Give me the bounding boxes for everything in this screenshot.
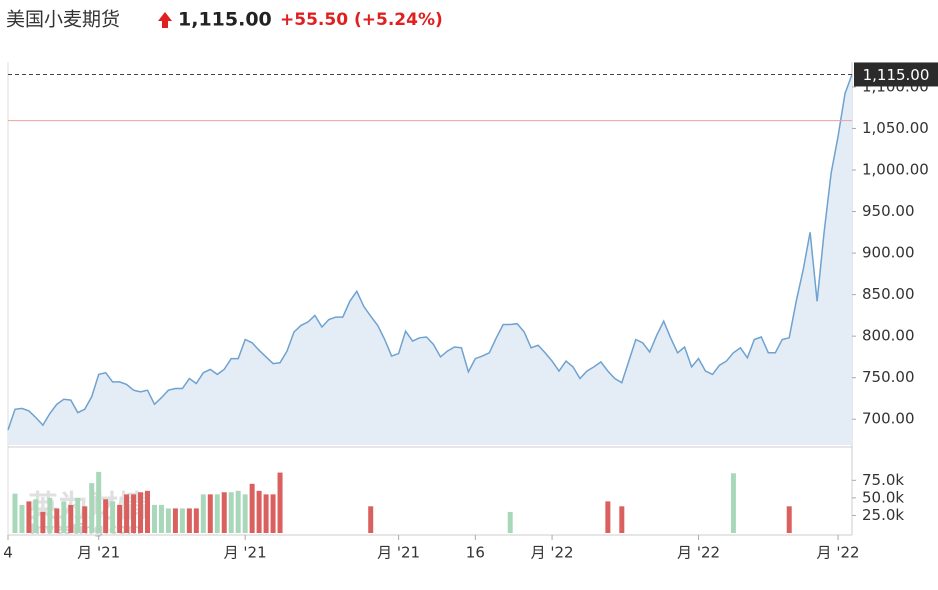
x-tick-label: 月 '21 <box>377 544 420 562</box>
volume-bar <box>605 501 611 533</box>
watermark: 英为财情 <box>28 490 148 525</box>
area <box>8 74 852 445</box>
price: 1,115.00 <box>178 9 272 31</box>
volume-bar <box>96 471 102 533</box>
volume-bar <box>138 492 144 533</box>
volume-bar <box>277 472 283 533</box>
x-tick-label: 16 <box>466 544 485 562</box>
volume-bar <box>235 490 241 533</box>
volume-bar <box>89 483 95 533</box>
volume-bar <box>179 508 185 533</box>
up-arrow <box>158 12 172 28</box>
x-tick-label: 4 <box>3 544 13 562</box>
x-tick-label: 月 '21 <box>224 544 267 562</box>
volume-bar <box>263 494 269 533</box>
volume-bar <box>117 504 123 533</box>
volume-bar <box>19 504 25 533</box>
volume-tick-label: 75.0k <box>862 471 904 489</box>
volume-bar <box>26 501 32 533</box>
x-tick-label: 月 '22 <box>677 544 720 562</box>
volume-bar <box>82 506 88 533</box>
volume-bar <box>619 506 625 533</box>
y-tick-label: 800.00 <box>862 327 915 345</box>
x-tick-label: 月 '22 <box>817 544 860 562</box>
volume-bar <box>158 504 164 533</box>
volume-bar <box>200 494 206 533</box>
y-tick-label: 1,050.00 <box>862 119 929 137</box>
last-price-badge <box>854 62 938 87</box>
volume-bar <box>68 504 74 533</box>
title: 美国小麦期货 <box>6 9 120 31</box>
volume-bar <box>730 473 736 533</box>
volume-bar <box>221 492 227 533</box>
volume-bar <box>75 497 81 533</box>
y-tick-label: 700.00 <box>862 410 915 428</box>
volume-bar <box>151 504 157 533</box>
y-tick-label: 750.00 <box>862 368 915 386</box>
y-tick-label: 900.00 <box>862 244 915 262</box>
volume-bar <box>256 490 262 533</box>
volume-bar <box>165 508 171 533</box>
volume-bar <box>242 494 248 533</box>
volume-bar <box>131 494 137 533</box>
volume-bar <box>249 483 255 533</box>
y-tick-label: 950.00 <box>862 202 915 220</box>
change-pct: (+5.24%) <box>354 10 443 30</box>
y-tick-label: 1,000.00 <box>862 161 929 179</box>
volume-tick-label: 25.0k <box>862 506 904 524</box>
price-line <box>7 74 853 431</box>
volume-bar <box>12 493 18 533</box>
volume-bar <box>103 499 109 533</box>
volume-bar <box>145 490 151 533</box>
volume-bar <box>186 508 192 533</box>
volume-bar <box>124 494 130 533</box>
volume-tick-label: 50.0k <box>862 488 904 506</box>
volume-bar <box>228 492 234 533</box>
volume-bar <box>40 511 46 533</box>
volume-bar <box>207 494 213 533</box>
volume-bar <box>54 508 60 533</box>
volume-bar <box>61 501 67 533</box>
volume-bar <box>110 501 116 533</box>
change: +55.50 <box>280 10 348 30</box>
volume-bar <box>786 506 792 533</box>
y-tick-label: 850.00 <box>862 285 915 303</box>
volume-bar <box>47 497 53 533</box>
volume-bar <box>33 499 39 533</box>
volume-bar <box>368 506 374 533</box>
x-tick-label: 月 '22 <box>531 544 574 562</box>
x-tick-label: 月 '21 <box>77 544 120 562</box>
volume-bar <box>270 494 276 533</box>
volume-bar <box>507 511 513 533</box>
volume-bar <box>193 508 199 533</box>
volume-bar <box>172 508 178 533</box>
last-price-label: 1,115.00 <box>863 66 930 84</box>
volume-bar <box>214 494 220 533</box>
